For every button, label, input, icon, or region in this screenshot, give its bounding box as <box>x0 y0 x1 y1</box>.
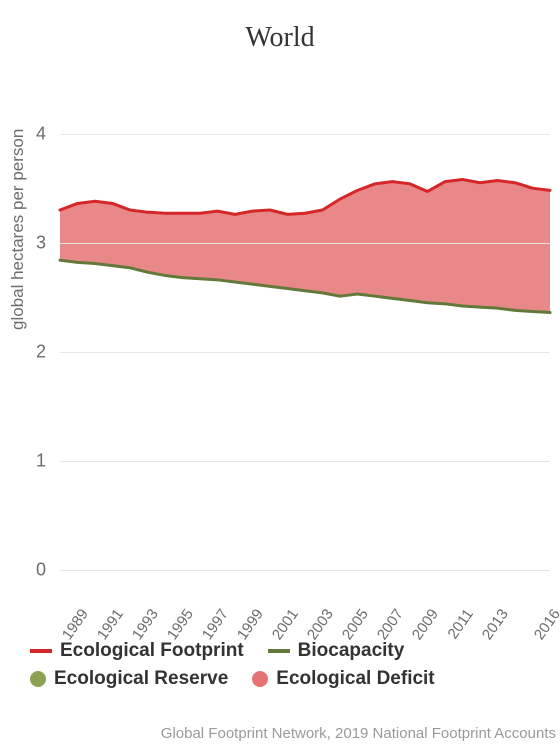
credit-text: Global Footprint Network, 2019 National … <box>161 725 560 742</box>
x-tick-label: 2009 <box>408 606 441 643</box>
y-tick-label: 4 <box>36 123 46 144</box>
legend-line-swatch <box>268 649 290 653</box>
legend-label: Ecological Deficit <box>276 668 434 690</box>
gridline <box>60 243 550 244</box>
y-axis-label: global hectares per person <box>8 129 28 330</box>
y-tick-label: 3 <box>36 232 46 253</box>
x-tick-label: 1999 <box>233 606 266 643</box>
x-tick-label: 2007 <box>373 606 406 643</box>
legend-item-footprint: Ecological Footprint <box>30 640 244 662</box>
x-tick-label: 1989 <box>58 606 91 643</box>
x-tick-label: 1991 <box>93 606 126 643</box>
plot-area: 0123419891991199319951997199920012003200… <box>60 90 550 570</box>
x-tick-label: 2003 <box>303 606 336 643</box>
legend-item-biocapacity: Biocapacity <box>268 640 405 662</box>
x-tick-label: 2005 <box>338 606 371 643</box>
chart-container: World global hectares per person 0123419… <box>0 0 560 750</box>
legend-line-swatch <box>30 649 52 653</box>
y-tick-label: 1 <box>36 450 46 471</box>
x-tick-label: 2013 <box>478 606 511 643</box>
legend-label: Ecological Reserve <box>54 668 228 690</box>
deficit-area <box>60 179 550 312</box>
gridline <box>60 461 550 462</box>
chart-title: World <box>0 0 560 64</box>
legend: Ecological Footprint Biocapacity Ecologica… <box>30 640 550 690</box>
legend-label: Ecological Footprint <box>60 640 244 662</box>
legend-item-deficit: Ecological Deficit <box>252 668 434 690</box>
legend-label: Biocapacity <box>298 640 405 662</box>
y-tick-label: 2 <box>36 341 46 362</box>
x-tick-label: 1995 <box>163 606 196 643</box>
legend-item-reserve: Ecological Reserve <box>30 668 228 690</box>
x-tick-label: 2011 <box>444 606 476 642</box>
gridline <box>60 134 550 135</box>
x-tick-label: 1997 <box>198 606 231 643</box>
gridline <box>60 570 550 571</box>
gridline <box>60 352 550 353</box>
x-tick-label: 2001 <box>268 606 301 643</box>
y-tick-label: 0 <box>36 560 46 581</box>
x-tick-label: 1993 <box>128 606 161 643</box>
x-tick-label: 2016 <box>531 606 560 643</box>
chart-svg <box>60 90 550 570</box>
legend-dot-swatch <box>30 671 46 687</box>
legend-dot-swatch <box>252 671 268 687</box>
